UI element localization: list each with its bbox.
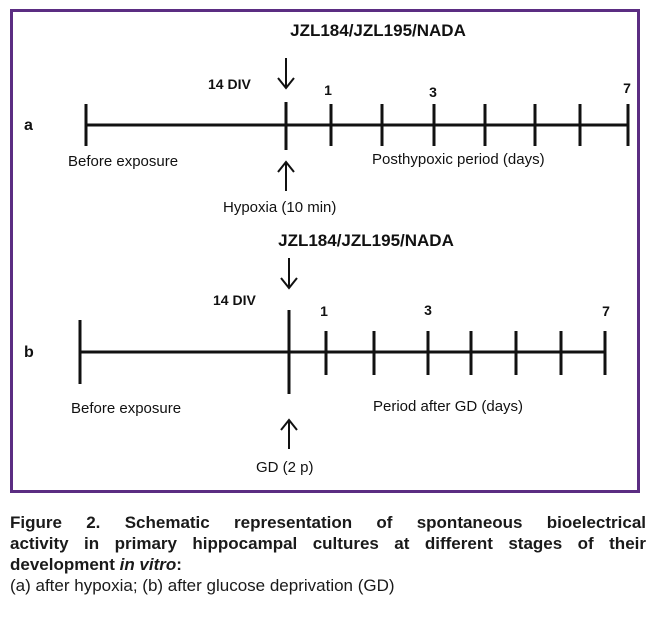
figure-frame [10,9,640,493]
caption-line-2: activity in primary hippocampal cultures… [10,534,646,553]
panel-b-insult-label: GD (2 р) [256,459,314,476]
panel-b: JZL184/JZL195/NADA 14 DIV 1 3 7 b Before… [24,231,610,476]
caption-line-4: (a) after hypoxia; (b) after glucose dep… [10,576,395,595]
panel-b-down-arrow-icon [280,258,298,290]
panel-a-div-label: 14 DIV [208,76,251,92]
panel-b-day-7-label: 7 [602,303,610,319]
panel-b-day-3-label: 3 [424,302,432,318]
panel-b-letter: b [24,344,34,361]
figure-caption: Figure 2. Schematic representation of sp… [10,512,646,596]
panel-a-day-7-label: 7 [623,80,631,96]
panel-a-down-arrow-icon [277,58,295,90]
panel-a-after-label: Posthypoxic period (days) [372,151,545,168]
panel-a-before-label: Before exposure [68,153,178,170]
caption-line-3: development in vitro: [10,554,646,575]
caption-line-3-prefix: development [10,555,120,574]
panel-b-div-label: 14 DIV [213,292,256,308]
panel-a-compound-label: JZL184/JZL195/NADA [290,21,466,40]
panel-b-timeline [78,310,607,394]
panel-b-after-label: Period after GD (days) [373,398,523,415]
panel-b-up-arrow-icon [280,418,298,449]
panel-a-letter: a [24,117,33,134]
panel-a-timeline [84,102,630,150]
panel-b-compound-label: JZL184/JZL195/NADA [278,231,454,250]
panel-a: JZL184/JZL195/NADA 14 DIV 1 3 7 a Before… [24,21,631,216]
panel-b-before-label: Before exposure [71,400,181,417]
panel-a-insult-label: Hypoxia (10 min) [223,199,336,216]
panel-a-up-arrow-icon [277,160,295,191]
panel-a-day-3-label: 3 [429,84,437,100]
caption-line-1: Figure 2. Schematic representation of sp… [10,513,646,532]
timeline-diagram: JZL184/JZL195/NADA 14 DIV 1 3 7 a Before… [24,21,631,476]
caption-line-3-italic: in vitro [119,555,177,574]
panel-b-day-1-label: 1 [320,303,328,319]
panel-a-day-1-label: 1 [324,82,332,98]
caption-line-3-suffix: : [176,555,182,574]
